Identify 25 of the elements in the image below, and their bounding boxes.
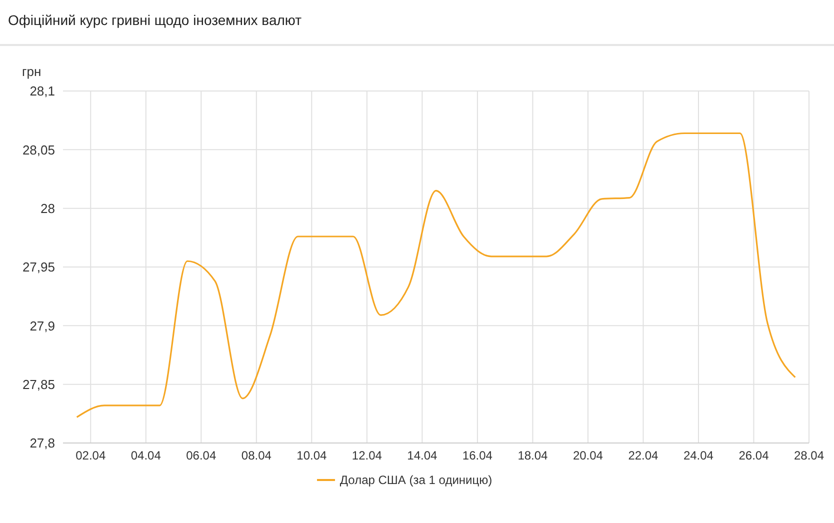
- y-tick-label: 27,85: [22, 376, 55, 392]
- x-tick-label: 24.04: [683, 448, 714, 463]
- x-tick-label: 12.04: [352, 448, 382, 463]
- y-tick-label: 27,8: [30, 436, 55, 451]
- y-tick-label: 28,05: [22, 142, 55, 158]
- x-tick-label: 14.04: [407, 448, 438, 463]
- x-tick-label: 04.04: [130, 448, 162, 463]
- x-tick-label: 26.04: [738, 448, 770, 463]
- y-axis-title: грн: [22, 64, 42, 79]
- chart-title: Офіційний курс гривні щодо іноземних валют: [8, 12, 302, 28]
- x-tick-label: 18.04: [518, 448, 548, 463]
- y-tick-label: 28,1: [30, 84, 55, 99]
- x-tick-label: 20.04: [572, 448, 604, 463]
- legend-label: Долар США (за 1 одиницю): [340, 473, 492, 487]
- x-tick-label: 06.04: [186, 448, 216, 463]
- y-tick-label: 28: [40, 200, 55, 216]
- x-tick-label: 28.04: [794, 448, 824, 463]
- x-tick-label: 02.04: [76, 448, 106, 463]
- y-tick-label: 27,9: [30, 318, 55, 334]
- x-tick-label: 10.04: [296, 448, 328, 463]
- x-tick-label: 08.04: [241, 448, 272, 463]
- y-tick-label: 27,95: [22, 260, 55, 275]
- x-tick-label: 22.04: [628, 448, 659, 463]
- x-tick-label: 16.04: [462, 448, 493, 463]
- line-series: [76, 132, 796, 418]
